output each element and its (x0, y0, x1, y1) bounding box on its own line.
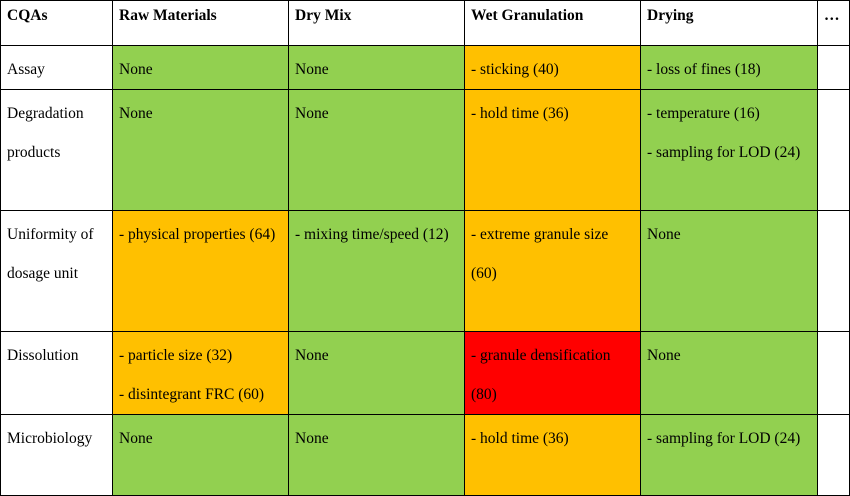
cell-line: - sampling for LOD (24) (647, 144, 801, 161)
table-cell: None (288, 331, 465, 415)
table-cell: - temperature (16) - sampling for LOD (24… (640, 89, 818, 211)
table-cell: - hold time (36) (464, 414, 641, 496)
table-cell (817, 414, 850, 496)
cqa-cell: Degradation products (0, 89, 113, 211)
table-cell: None (640, 331, 818, 415)
table-row: Degradation products None None - hold ti… (0, 89, 850, 211)
cell-line: - temperature (16) (647, 105, 760, 122)
cqa-cell: Assay (0, 45, 113, 90)
header-raw-materials: Raw Materials (112, 0, 289, 46)
table-cell (817, 45, 850, 90)
table-cell: - mixing time/speed (12) (288, 210, 465, 332)
table-cell: - hold time (36) (464, 89, 641, 211)
table-cell: None (112, 89, 289, 211)
table-cell: - particle size (32) - disintegrant FRC (… (112, 331, 289, 415)
header-wet-granulation: Wet Granulation (464, 0, 641, 46)
table-cell: - loss of fines (18) (640, 45, 818, 90)
header-cqas: CQAs (0, 0, 113, 46)
table-row: Uniformity of dosage unit - physical pro… (0, 210, 850, 332)
header-drying: Drying (640, 0, 818, 46)
table-cell: - granule densification (80) (464, 331, 641, 415)
header-row: CQAs Raw Materials Dry Mix Wet Granulati… (0, 0, 850, 46)
cqa-cell: Uniformity of dosage unit (0, 210, 113, 332)
table-row: Microbiology None None - hold time (36) … (0, 414, 850, 496)
table-cell: None (112, 414, 289, 496)
table-cell: - sampling for LOD (24) (640, 414, 818, 496)
table-cell: None (112, 45, 289, 90)
table-row: Assay None None - sticking (40) - loss o… (0, 45, 850, 90)
cell-line: - disintegrant FRC (60) (119, 386, 265, 403)
header-more: … (817, 0, 850, 46)
table-cell: None (288, 45, 465, 90)
cell-line: - particle size (32) (119, 347, 233, 364)
table-cell: - physical properties (64) (112, 210, 289, 332)
table-row: Dissolution - particle size (32) - disint… (0, 331, 850, 415)
table-cell: - extreme granule size (60) (464, 210, 641, 332)
cqa-cell: Dissolution (0, 331, 113, 415)
header-dry-mix: Dry Mix (288, 0, 465, 46)
table-cell: None (288, 414, 465, 496)
cqa-cell: Microbiology (0, 414, 113, 496)
table-cell: None (288, 89, 465, 211)
table-cell (817, 210, 850, 332)
table-cell (817, 89, 850, 211)
table-cell: - sticking (40) (464, 45, 641, 90)
table-cell (817, 331, 850, 415)
table-cell: None (640, 210, 818, 332)
